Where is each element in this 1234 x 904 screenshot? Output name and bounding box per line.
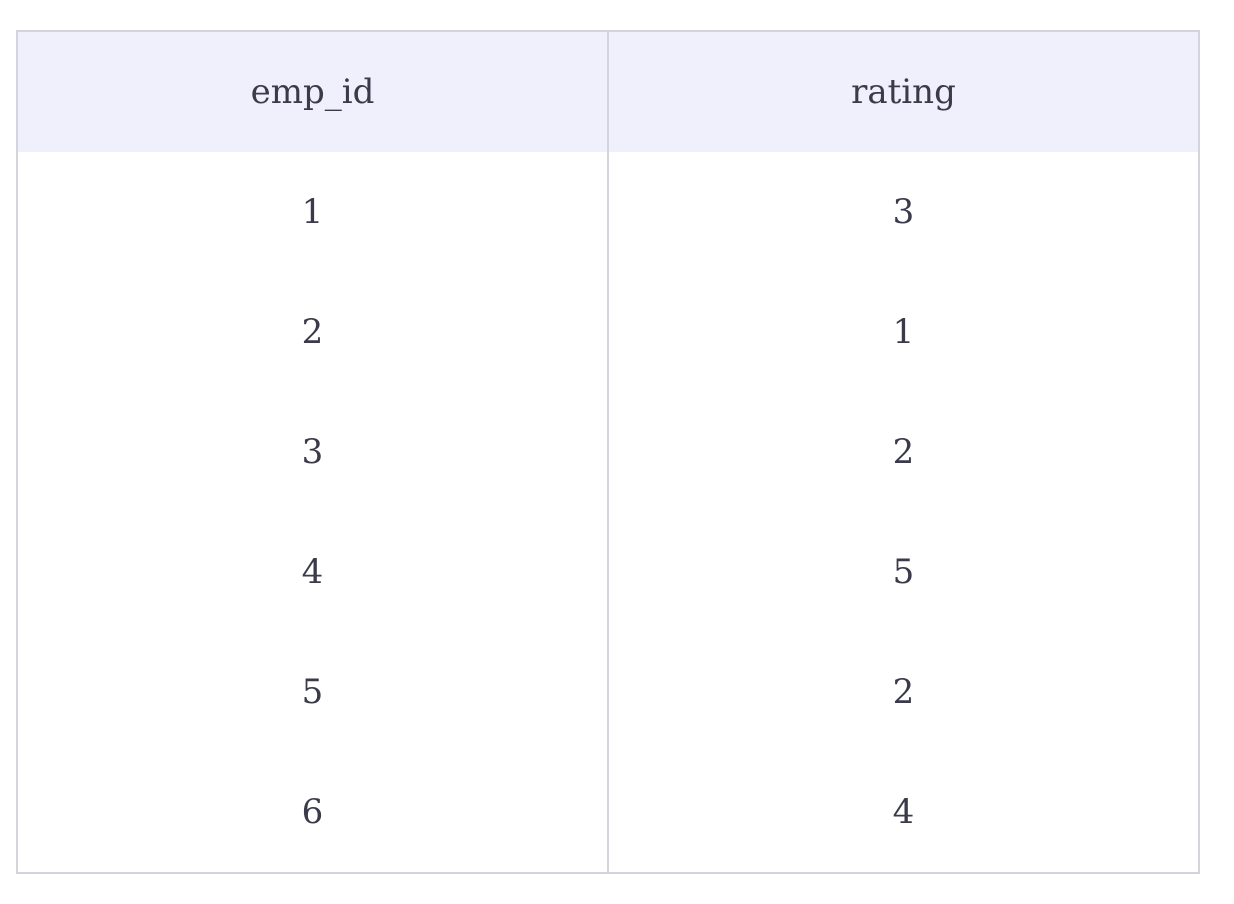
table-row: 5 2 xyxy=(17,632,1199,752)
cell-rating: 2 xyxy=(892,672,915,712)
cell-rating: 5 xyxy=(892,552,915,592)
table-body: 1 3 2 1 3 2 4 5 5 2 6 4 xyxy=(17,152,1199,873)
cell-emp-id: 1 xyxy=(17,152,609,272)
column-header-emp-id: emp_id xyxy=(17,31,609,152)
cell-emp-id: 3 xyxy=(17,392,609,512)
table-header: emp_id rating xyxy=(17,31,1199,152)
cell-rating: 2 xyxy=(892,432,915,472)
table-row: 3 2 xyxy=(17,392,1199,512)
column-header-rating: rating xyxy=(851,72,956,112)
cell-rating: 3 xyxy=(892,192,915,232)
cell-emp-id: 6 xyxy=(17,752,609,873)
cell-emp-id: 2 xyxy=(17,272,609,392)
table-row: 4 5 xyxy=(17,512,1199,632)
cell-emp-id: 4 xyxy=(17,512,609,632)
table-row: 1 3 xyxy=(17,152,1199,272)
table-row: 6 4 xyxy=(17,752,1199,873)
table-row: 2 1 xyxy=(17,272,1199,392)
data-table: emp_id rating 1 3 2 1 3 2 4 5 5 2 6 4 xyxy=(16,30,1200,874)
cell-rating: 4 xyxy=(892,792,915,832)
cell-emp-id: 5 xyxy=(17,632,609,752)
cell-rating: 1 xyxy=(892,312,915,352)
header-row: emp_id rating xyxy=(17,31,1199,152)
